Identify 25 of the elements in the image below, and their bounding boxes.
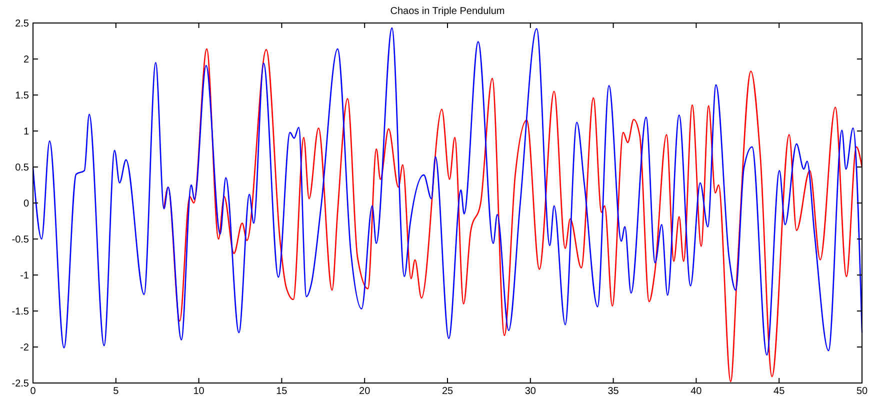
x-tick-label: 30 — [524, 386, 536, 397]
x-tick-label: 5 — [113, 386, 120, 397]
x-tick-label: 50 — [856, 386, 868, 397]
y-tick-label: -0.5 — [12, 234, 30, 246]
line-series — [32, 27, 863, 356]
y-tick-label: 2 — [23, 54, 30, 66]
x-tick-label: 45 — [774, 386, 786, 397]
y-tick-label: -1.5 — [12, 306, 30, 318]
y-tick-label: -2.5 — [12, 378, 30, 390]
y-tick-label: 0.5 — [15, 162, 30, 174]
x-tick-label: 40 — [690, 386, 702, 397]
y-tick-label: -1 — [20, 270, 30, 282]
x-tick-label: 35 — [608, 386, 620, 397]
y-tick-label: 1.5 — [15, 90, 30, 102]
x-tick-label: 20 — [359, 386, 371, 397]
line-series — [163, 48, 863, 382]
y-tick-label: 0 — [23, 198, 30, 210]
chart-title: Chaos in Triple Pendulum — [390, 6, 505, 17]
y-tick-label: -2 — [20, 342, 30, 354]
x-tick-label: 15 — [276, 386, 288, 397]
x-tick-label: 0 — [30, 386, 36, 397]
x-tick-label: 25 — [442, 386, 454, 397]
y-tick-label: 2.5 — [15, 18, 30, 30]
y-tick-label: 1 — [23, 126, 30, 138]
x-tick-label: 10 — [193, 386, 205, 397]
